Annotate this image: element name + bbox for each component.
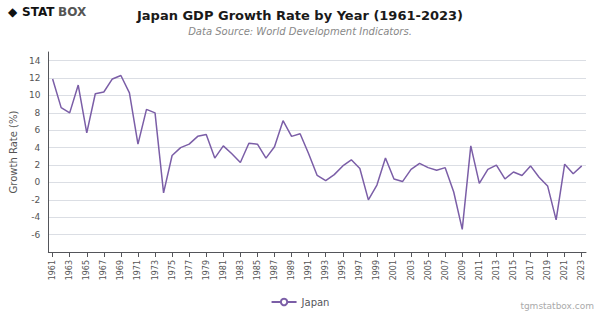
svg-text:2009: 2009: [458, 260, 467, 280]
svg-text:1999: 1999: [372, 260, 381, 280]
svg-text:BOX: BOX: [58, 5, 87, 19]
svg-text:1963: 1963: [65, 260, 74, 280]
svg-text:1989: 1989: [287, 260, 296, 280]
svg-text:1981: 1981: [219, 260, 228, 280]
svg-text:STAT: STAT: [22, 5, 55, 19]
svg-text:1969: 1969: [116, 260, 125, 280]
svg-text:Japan: Japan: [301, 297, 330, 308]
svg-text:0: 0: [35, 177, 41, 187]
svg-text:2001: 2001: [389, 260, 398, 280]
svg-text:2: 2: [35, 160, 41, 170]
svg-text:1967: 1967: [99, 260, 108, 280]
svg-text:1971: 1971: [133, 260, 142, 280]
svg-text:-6: -6: [31, 230, 40, 240]
svg-text:1961: 1961: [48, 260, 57, 280]
svg-text:Japan GDP Growth Rate by Year: Japan GDP Growth Rate by Year (1961-2023…: [136, 8, 463, 23]
svg-text:6: 6: [35, 125, 41, 135]
svg-text:8: 8: [35, 108, 41, 118]
svg-text:10: 10: [29, 90, 41, 100]
svg-text:-2: -2: [31, 195, 40, 205]
svg-text:1985: 1985: [253, 260, 262, 280]
svg-text:14: 14: [29, 56, 41, 66]
svg-text:2011: 2011: [475, 260, 484, 280]
svg-text:1987: 1987: [270, 260, 279, 280]
svg-text:1991: 1991: [304, 260, 313, 280]
svg-text:4: 4: [35, 143, 41, 153]
svg-text:2017: 2017: [526, 260, 535, 280]
svg-text:2005: 2005: [424, 260, 433, 280]
svg-text:Data Source: World Development: Data Source: World Development Indicator…: [188, 26, 412, 37]
svg-text:12: 12: [29, 73, 40, 83]
svg-text:2023: 2023: [577, 260, 586, 280]
svg-text:◆: ◆: [8, 5, 18, 19]
svg-text:1983: 1983: [236, 260, 245, 280]
svg-text:2021: 2021: [560, 260, 569, 280]
svg-text:1979: 1979: [202, 260, 211, 280]
svg-text:Growth Rate (%): Growth Rate (%): [8, 111, 19, 194]
svg-text:1997: 1997: [355, 260, 364, 280]
svg-text:2013: 2013: [492, 260, 501, 280]
svg-text:2015: 2015: [509, 260, 518, 280]
svg-text:-4: -4: [31, 212, 40, 222]
svg-text:2007: 2007: [441, 260, 450, 280]
svg-text:1995: 1995: [338, 260, 347, 280]
svg-text:2019: 2019: [543, 260, 552, 280]
svg-text:tgmstatbox.com: tgmstatbox.com: [520, 301, 594, 311]
svg-text:1965: 1965: [82, 260, 91, 280]
svg-text:1977: 1977: [185, 260, 194, 280]
svg-text:2003: 2003: [407, 260, 416, 280]
svg-text:1975: 1975: [168, 260, 177, 280]
svg-text:1973: 1973: [151, 260, 160, 280]
svg-text:1993: 1993: [321, 260, 330, 280]
